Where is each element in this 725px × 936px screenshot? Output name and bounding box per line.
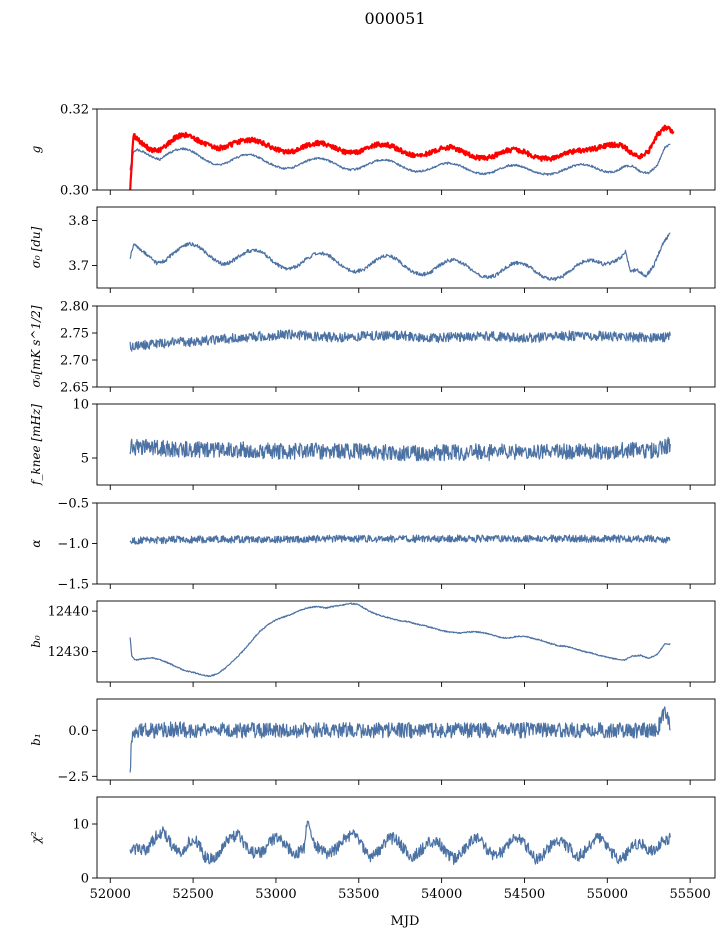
y-axis-label-fknee: f_knee [mHz] [29,404,43,486]
y-tick-label: −1.5 [57,578,89,593]
series-line-sigma0_mks-0 [129,329,671,352]
x-tick-label: 55500 [669,887,710,902]
y-axis-label-chi2: χ² [29,831,43,844]
x-tick-label: 53000 [255,887,296,902]
x-tick-label: 54000 [421,887,462,902]
panel-frame [96,600,716,683]
y-axis-label-g: g [29,145,43,153]
panel-fknee: 5 10 f_knee [mHz] [29,398,716,490]
y-tick-label: 0.32 [60,103,89,118]
panel-frame [96,108,716,191]
panel-series-group [129,706,671,773]
panel-series-group [129,820,671,865]
y-tick-label: 5 [81,452,89,467]
y-tick-label: 0 [81,872,89,887]
panel-frame [96,305,716,388]
series-line-b1-0 [129,706,671,773]
y-tick-label: 2.80 [60,300,89,315]
series-line-b0-0 [129,602,671,678]
panel-g: 0.30 0.32 g [29,103,716,199]
series-line-sigma0_du-0 [129,232,671,282]
series-line-fknee-0 [129,436,671,462]
panel-frame [96,796,716,879]
x-axis-label: MJD [391,914,420,929]
panel-series-group [129,124,675,190]
y-tick-label: 12440 [48,605,89,620]
figure-title: 000051 [364,9,425,28]
x-tick-label: 55000 [587,887,628,902]
y-axis-label-b1: b₁ [29,733,43,746]
y-axis-label-alpha: α [29,539,43,547]
y-tick-label: 10 [72,818,89,833]
panel-frame [96,403,716,486]
y-tick-label: 0.30 [60,184,89,199]
panel-series-group [129,232,671,282]
y-tick-label: 12430 [48,645,89,660]
panel-series-group [129,436,671,462]
panel-sigma0_du: 3.7 3.8 σ₀ [du] [29,206,716,293]
panel-sigma0_mks: 2.65 2.70 2.75 2.80 σ₀[mK s^1/2] [29,300,716,396]
panel-series-group [129,602,671,678]
panel-chi2: 0 10 52000 52500 53000 53500 54000 54500 55000 55… [29,796,716,902]
panel-frame [96,698,716,781]
subplot-panels: 0.30 0.32 g 3.7 3.8 σ₀ [du] 2.65 2.70 2.75 2.80 σ₀… [29,103,716,902]
y-tick-label: 3.7 [68,259,89,274]
panel-frame [96,206,716,289]
panel-series-group [129,534,671,545]
y-axis-label-sigma0_mks: σ₀[mK s^1/2] [29,305,43,387]
series-line-g-1 [129,124,675,190]
y-tick-label: −2.5 [57,770,89,785]
panel-series-group [129,329,671,352]
series-line-g-0 [129,143,671,176]
x-tick-label: 53500 [338,887,379,902]
panel-b0: 12430 12440 b₀ [29,600,716,687]
y-tick-label: 2.65 [60,381,89,396]
y-tick-label: 2.70 [60,354,89,369]
panel-alpha: −1.5 −1.0 −0.5 α [29,497,716,593]
y-tick-label: 2.75 [60,327,89,342]
y-tick-label: 3.8 [68,214,89,229]
series-line-alpha-0 [129,534,671,545]
y-axis-label-b0: b₀ [29,635,43,648]
x-tick-label: 52000 [90,887,131,902]
y-tick-label: −0.5 [57,497,89,512]
x-tick-label: 52500 [172,887,213,902]
x-tick-label: 54500 [504,887,545,902]
panel-b1: −2.5 0.0 b₁ [29,698,716,785]
y-tick-label: 10 [72,398,89,413]
y-tick-label: −1.0 [57,537,89,552]
series-line-chi2-0 [129,820,671,865]
y-axis-label-sigma0_du: σ₀ [du] [29,226,43,268]
y-tick-label: 0.0 [68,724,89,739]
